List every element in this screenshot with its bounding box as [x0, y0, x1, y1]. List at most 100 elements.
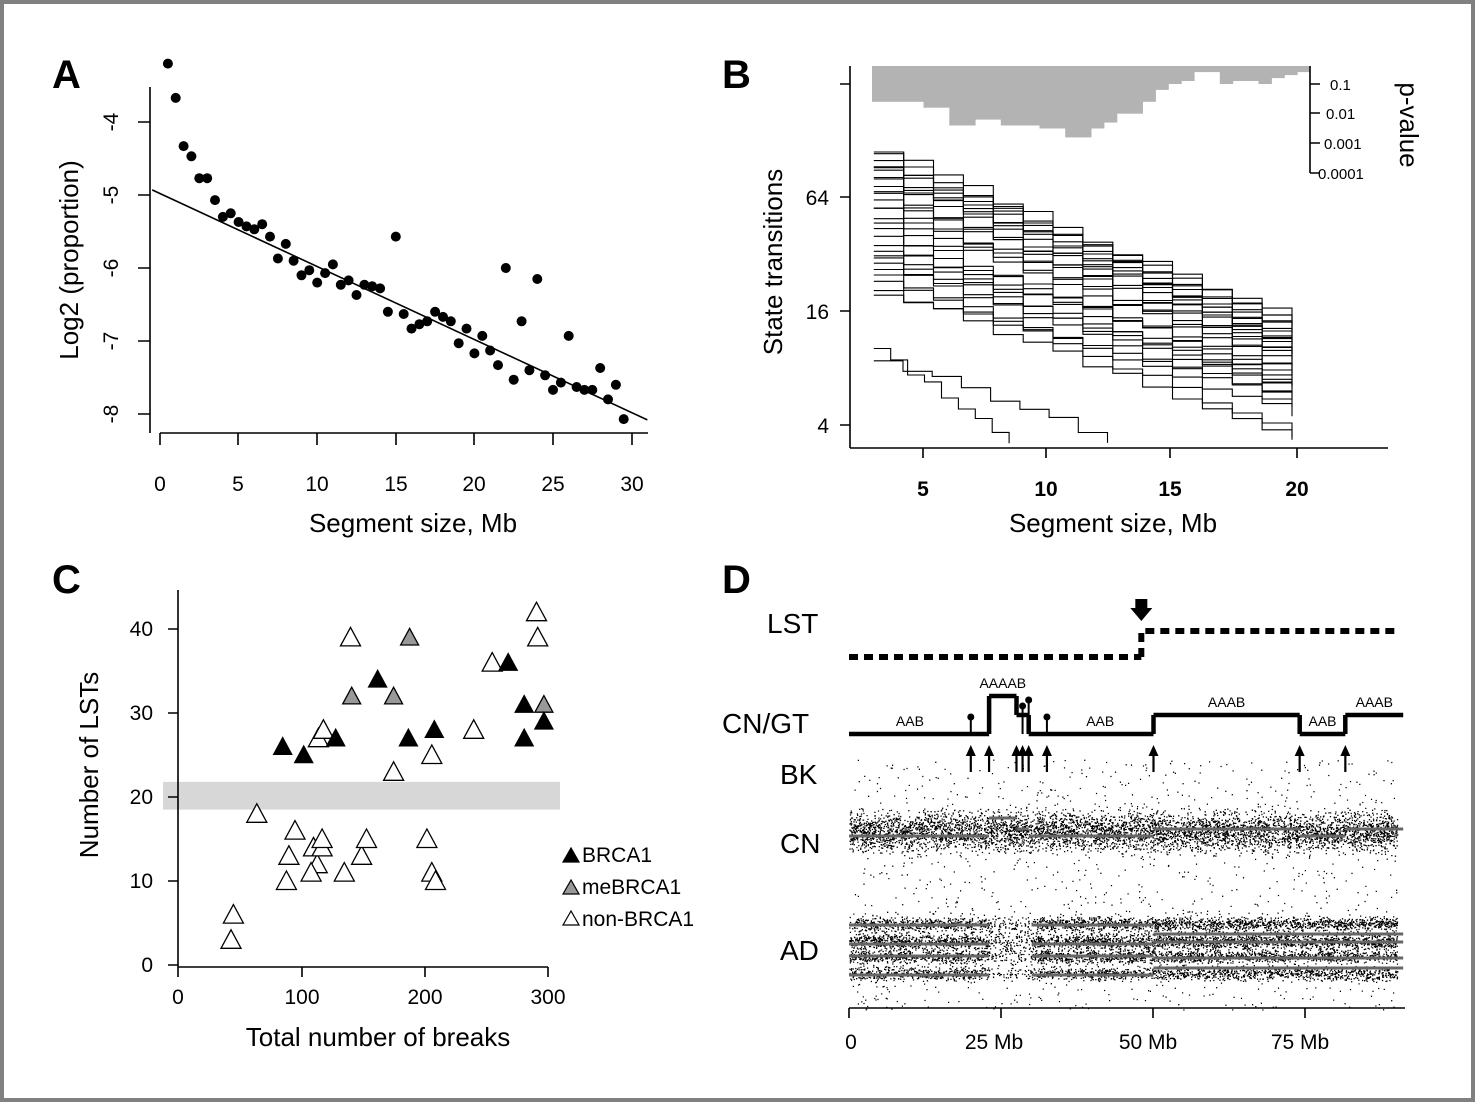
panel-a: A -4 -5 -6 -7 -8 0 5 10 15 20 25 30 Segm… [52, 53, 648, 538]
panel-a-point [312, 277, 323, 288]
panel-a-point [382, 306, 393, 317]
panel-a-y-label: Log2 (proportion) [54, 160, 84, 359]
panel-d-genotype-label: AAAB [1208, 694, 1245, 710]
panel-b-pvalue-bar [987, 66, 1002, 120]
panel-b-pvalue-bar [1116, 66, 1131, 114]
panel-d-xtick: 25 Mb [965, 1031, 1023, 1054]
panel-a-point [508, 374, 519, 385]
panel-c-points [219, 600, 554, 949]
panel-d-ad-line [849, 966, 1404, 977]
panel-c-marker-brca1 [325, 727, 346, 747]
panel-b-ptick: 0.01 [1326, 106, 1355, 123]
panel-a-point [500, 263, 511, 273]
panel-b-pvalue-bar [1013, 66, 1028, 126]
panel-b-series-line [873, 199, 1293, 333]
legend-marker-brca1 [561, 846, 581, 863]
panel-c-marker-non-brca1 [525, 600, 548, 622]
panel-a-y-axis [138, 87, 151, 433]
panel-b-xtick: 10 [1034, 478, 1057, 501]
panel-c-marker-mebrca1 [341, 685, 362, 705]
panel-a-point [469, 348, 480, 359]
panel-d-lst-arrow [1130, 599, 1153, 621]
panel-c-marker-non-brca1 [415, 827, 438, 849]
panel-a-point [555, 377, 566, 388]
panel-b-xtick: 5 [917, 478, 929, 501]
panel-d-track-cn: CN [780, 828, 820, 859]
panel-d-track-ad: AD [780, 935, 819, 966]
legend-marker-mebrca1 [561, 878, 581, 895]
panel-b-series-line [873, 360, 1109, 443]
panel-c-ytick: 30 [130, 702, 153, 725]
panel-a-xtick: 25 [541, 473, 564, 496]
panel-a-x-axis [159, 432, 648, 445]
panel-a-point [579, 384, 590, 395]
panel-c-marker-brca1 [293, 744, 314, 764]
panel-d-genotype-pin-head [1043, 713, 1051, 721]
panel-b-label: B [722, 53, 751, 97]
panel-b-pvalue-bar [1052, 66, 1066, 129]
panel-b-series-line [873, 222, 1293, 360]
panel-a-point [178, 141, 189, 152]
panel-c-xtick: 0 [172, 986, 184, 1009]
panel-b-ptick: 0.001 [1324, 136, 1362, 153]
panel-c-y-axis [168, 590, 179, 967]
panel-a-point [610, 379, 621, 390]
panel-b-pvalue-bar [884, 66, 899, 102]
legend-marker-non-brca1 [561, 909, 581, 926]
panel-b-pvalue-bar [1258, 66, 1272, 84]
panel-b-pvalue-axis [1309, 66, 1320, 174]
legend-label-mebrca1: meBRCA1 [582, 876, 681, 899]
panel-a-point [524, 365, 535, 376]
panel-c-marker-non-brca1 [333, 861, 356, 882]
panel-c-legend: BRCA1 meBRCA1 non-BRCA1 [561, 844, 694, 931]
panel-c-ytick: 20 [130, 786, 153, 809]
panel-c-ytick: 40 [130, 618, 153, 641]
panel-a-xtick: 20 [462, 473, 485, 496]
panel-d-lst-track [849, 599, 1398, 660]
panel-a-xtick: 10 [305, 473, 328, 496]
panel-b-pvalue-ticks: 0.1 0.01 0.001 0.0001 [1318, 77, 1364, 183]
panel-a-point [540, 370, 551, 381]
panel-a-point [335, 279, 346, 290]
panel-b-pvalue-bar [936, 66, 950, 108]
panel-b-ptick: 0.0001 [1318, 166, 1364, 183]
panel-d-xtick: 75 Mb [1271, 1031, 1329, 1054]
panel-b-ptick: 0.1 [1330, 77, 1351, 94]
panel-c-marker-brca1 [398, 727, 419, 747]
panel-a-point [162, 58, 173, 69]
panel-a-point [202, 173, 213, 184]
panel-b-pvalue-bar [1078, 66, 1092, 138]
panel-a-xtick: 5 [232, 473, 244, 496]
panel-b-series-line [873, 250, 1293, 376]
panel-b-pvalue-bar [1103, 66, 1118, 123]
panel-b-pvalue-label: p-value [1394, 82, 1424, 167]
panel-c-marker-mebrca1 [399, 627, 420, 646]
panel-b-pvalue-bar [1181, 66, 1195, 81]
panel-c-marker-brca1 [514, 727, 535, 747]
panel-d-genotype-track: AAB AAAAB AAB AAAB AAB AAAB [849, 675, 1404, 737]
panel-c-xtick: 100 [284, 986, 319, 1009]
panel-c-marker-non-brca1 [219, 928, 243, 949]
panel-d-breakpoint-arrow [1041, 745, 1052, 756]
panel-a-x-ticks: 0 5 10 15 20 25 30 [154, 473, 644, 496]
panel-b-pvalue-bars [872, 66, 1311, 138]
panel-c-marker-non-brca1 [462, 718, 485, 739]
panel-d-breakpoint-arrow [1294, 745, 1305, 756]
panel-d-xtick: 0 [845, 1031, 857, 1054]
panel-b-ytick: 4 [817, 415, 829, 438]
panel-c-marker-non-brca1 [526, 626, 549, 647]
panel-b-series-line [873, 347, 1010, 444]
panel-a-point [414, 319, 425, 330]
panel-a-point [241, 221, 252, 232]
panel-b-pvalue-bar [897, 66, 912, 102]
panel-d-breakpoint-arrow [1023, 745, 1034, 756]
panel-c-marker-non-brca1 [283, 819, 307, 840]
panel-c-marker-non-brca1 [382, 760, 405, 781]
panel-c-xtick: 200 [407, 986, 442, 1009]
panel-a-point [170, 92, 181, 103]
panel-b-pvalue-bar [1206, 66, 1221, 73]
panel-b-x-label: Segment size, Mb [1009, 508, 1217, 538]
panel-d-track-bk: BK [780, 759, 818, 790]
